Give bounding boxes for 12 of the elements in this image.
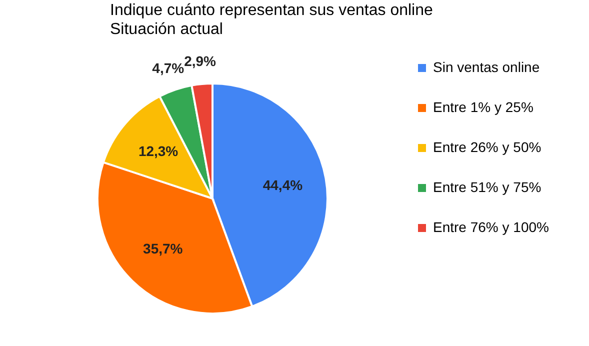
legend-label: Sin ventas online [433,59,540,75]
chart-subtitle: Situación actual [110,21,223,38]
legend-label: Entre 26% y 50% [433,139,542,155]
legend-label: Entre 1% y 25% [433,99,534,115]
chart-title: Indique cuánto representan sus ventas online [110,2,433,20]
data-label: 35,7% [143,240,184,257]
legend-label: Entre 76% y 100% [433,219,549,235]
legend-label: Entre 51% y 75% [433,179,542,195]
data-label: 44,4% [262,177,304,194]
data-label: 2,9% [184,53,217,70]
data-label: 12,3% [138,143,179,160]
data-label: 4,7% [152,60,185,76]
